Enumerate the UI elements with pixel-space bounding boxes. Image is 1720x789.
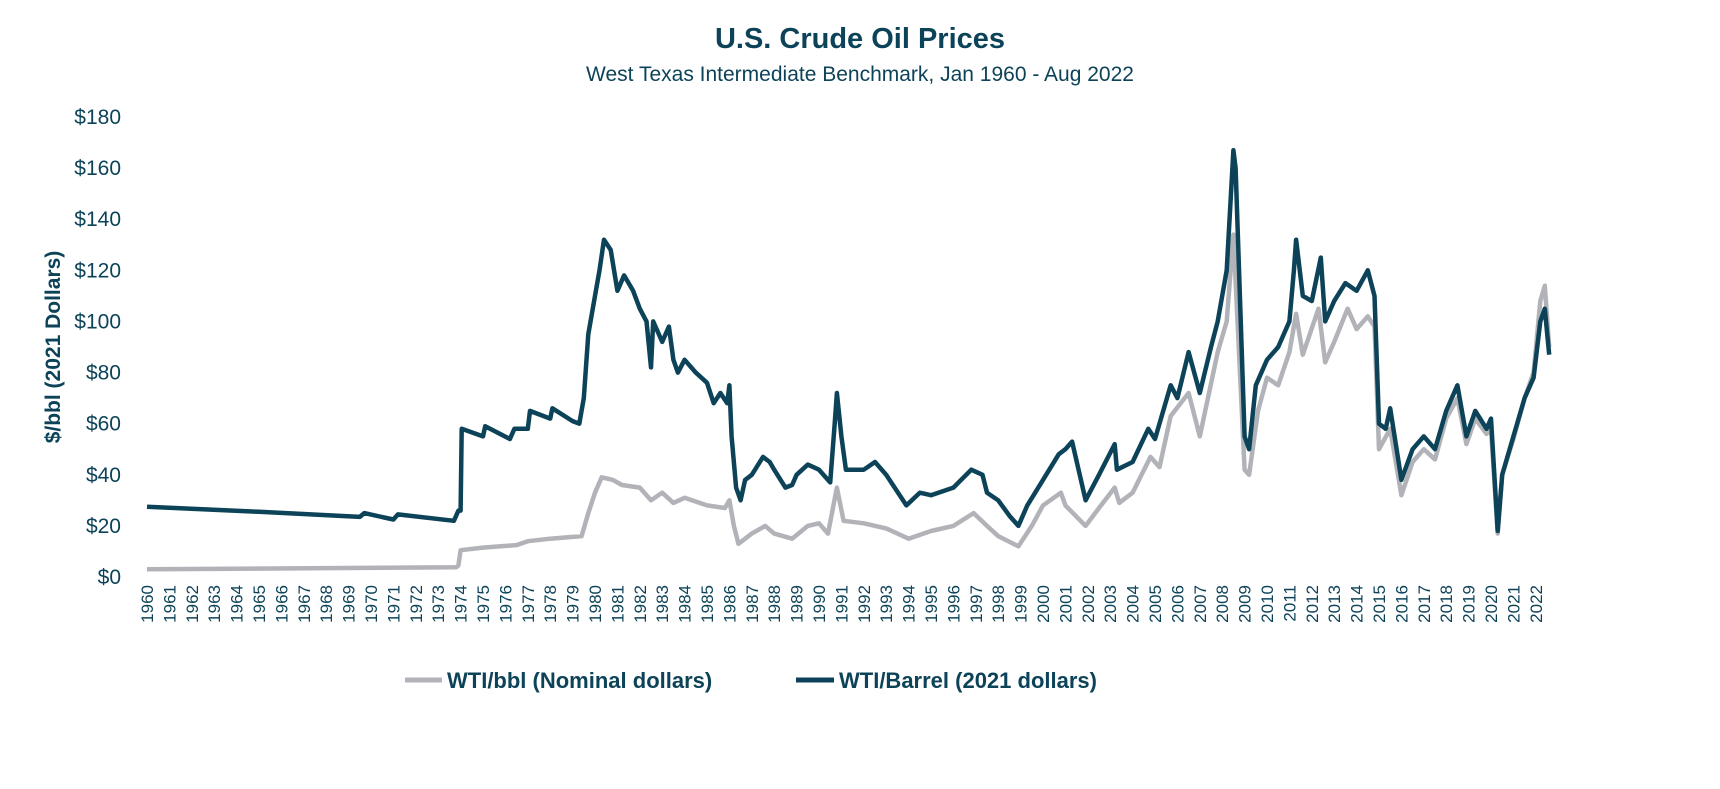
x-tick-label: 2009 bbox=[1236, 585, 1255, 623]
x-tick-label: 1997 bbox=[967, 585, 986, 623]
y-tick-label: $80 bbox=[86, 362, 121, 385]
x-tick-label: 2014 bbox=[1348, 585, 1367, 623]
x-tick-label: 1961 bbox=[160, 585, 179, 623]
x-tick-label: 1993 bbox=[877, 585, 896, 623]
x-tick-label: 2010 bbox=[1258, 585, 1277, 623]
x-tick-label: 1976 bbox=[496, 585, 515, 623]
x-tick-label: 2001 bbox=[1056, 585, 1075, 623]
x-tick-label: 1985 bbox=[698, 585, 717, 623]
x-tick-label: 2004 bbox=[1124, 585, 1143, 623]
x-tick-label: 2000 bbox=[1034, 585, 1053, 623]
x-tick-label: 1998 bbox=[989, 585, 1008, 623]
y-tick-label: $100 bbox=[74, 310, 121, 333]
x-tick-label: 1988 bbox=[765, 585, 784, 623]
x-tick-label: 2011 bbox=[1280, 585, 1299, 622]
x-tick-label: 1989 bbox=[788, 585, 807, 623]
x-tick-label: 1986 bbox=[720, 585, 739, 623]
x-axis-ticks: 1960 1961 1962 1963 1964 1965 1966 1967 1968 1969… bbox=[138, 585, 1546, 623]
x-tick-label: 1999 bbox=[1012, 585, 1031, 623]
x-tick-label: 1971 bbox=[384, 585, 403, 623]
x-tick-label: 2020 bbox=[1482, 585, 1501, 623]
x-tick-label: 1984 bbox=[676, 585, 695, 623]
x-tick-label: 1987 bbox=[743, 585, 762, 623]
y-tick-label: $0 bbox=[98, 566, 121, 589]
x-tick-label: 2013 bbox=[1325, 585, 1344, 623]
x-tick-label: 2008 bbox=[1213, 585, 1232, 623]
x-tick-label: 2012 bbox=[1303, 585, 1322, 623]
x-tick-label: 1979 bbox=[564, 585, 583, 623]
x-tick-label: 1967 bbox=[295, 585, 314, 623]
series-line-real bbox=[146, 147, 1552, 534]
x-tick-label: 1978 bbox=[541, 585, 560, 623]
series-lines bbox=[146, 147, 1552, 572]
y-tick-label: $20 bbox=[86, 515, 121, 538]
x-tick-label: 1965 bbox=[250, 585, 269, 623]
x-tick-label: 1969 bbox=[340, 585, 359, 623]
y-tick-label: $140 bbox=[74, 208, 121, 231]
x-tick-label: 2018 bbox=[1437, 585, 1456, 623]
x-tick-label: 2006 bbox=[1168, 585, 1187, 623]
x-tick-label: 1980 bbox=[586, 585, 605, 623]
x-tick-label: 2002 bbox=[1079, 585, 1098, 623]
x-tick-label: 1962 bbox=[183, 585, 202, 623]
legend: WTI/bbl (Nominal dollars) WTI/Barrel (20… bbox=[405, 668, 1097, 693]
legend-label-real: WTI/Barrel (2021 dollars) bbox=[839, 668, 1097, 693]
x-tick-label: 1981 bbox=[608, 585, 627, 623]
x-tick-label: 1983 bbox=[653, 585, 672, 623]
x-tick-label: 1973 bbox=[429, 585, 448, 623]
x-tick-label: 1991 bbox=[832, 585, 851, 623]
y-tick-label: $180 bbox=[74, 106, 121, 129]
x-tick-label: 1964 bbox=[228, 585, 247, 623]
x-tick-label: 2007 bbox=[1191, 585, 1210, 623]
x-tick-label: 1974 bbox=[452, 585, 471, 623]
x-tick-label: 1975 bbox=[474, 585, 493, 623]
x-tick-label: 2016 bbox=[1392, 585, 1411, 623]
x-tick-label: 2022 bbox=[1527, 585, 1546, 623]
x-tick-label: 1995 bbox=[922, 585, 941, 623]
x-tick-label: 1963 bbox=[205, 585, 224, 623]
x-tick-label: 2005 bbox=[1146, 585, 1165, 623]
x-tick-label: 2017 bbox=[1415, 585, 1434, 623]
y-tick-label: $160 bbox=[74, 157, 121, 180]
x-tick-label: 1966 bbox=[272, 585, 291, 623]
x-tick-label: 1994 bbox=[900, 585, 919, 623]
x-tick-label: 1970 bbox=[362, 585, 381, 623]
x-tick-label: 1977 bbox=[519, 585, 538, 623]
series-line-nominal bbox=[146, 232, 1552, 572]
chart-subtitle: West Texas Intermediate Benchmark, Jan 1… bbox=[586, 63, 1134, 86]
x-tick-label: 2015 bbox=[1370, 585, 1389, 623]
y-tick-label: $120 bbox=[74, 259, 121, 282]
x-tick-label: 1972 bbox=[407, 585, 426, 623]
y-axis-label: $/bbl (2021 Dollars) bbox=[42, 251, 65, 444]
x-tick-label: 2021 bbox=[1504, 585, 1523, 623]
chart-title: U.S. Crude Oil Prices bbox=[715, 23, 1005, 55]
x-tick-label: 1990 bbox=[810, 585, 829, 623]
x-tick-label: 2019 bbox=[1460, 585, 1479, 623]
x-tick-label: 1960 bbox=[138, 585, 157, 623]
x-tick-label: 1968 bbox=[317, 585, 336, 623]
x-tick-label: 1982 bbox=[631, 585, 650, 623]
x-tick-label: 1996 bbox=[944, 585, 963, 623]
y-axis-ticks: $0 $20 $40 $60 $80 $100 $120 $140 $160 $180 bbox=[74, 106, 121, 589]
y-tick-label: $60 bbox=[86, 413, 121, 436]
x-tick-label: 1992 bbox=[855, 585, 874, 623]
y-tick-label: $40 bbox=[86, 464, 121, 487]
x-tick-label: 2003 bbox=[1101, 585, 1120, 623]
legend-label-nominal: WTI/bbl (Nominal dollars) bbox=[447, 668, 712, 693]
